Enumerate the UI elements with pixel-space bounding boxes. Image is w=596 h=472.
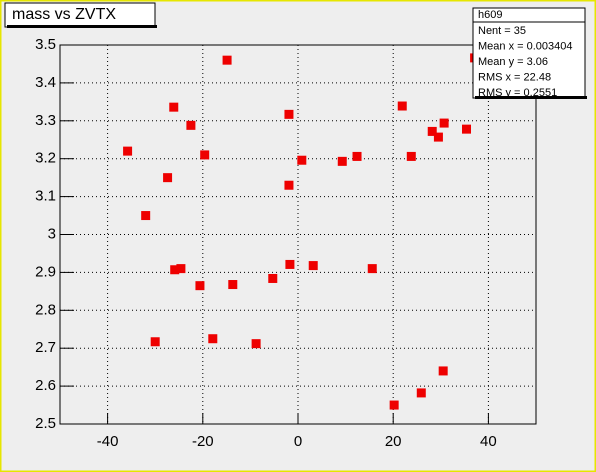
x-tick-label: 20	[385, 433, 402, 450]
point	[285, 259, 295, 269]
point	[367, 264, 377, 274]
point	[170, 265, 180, 275]
point	[251, 339, 261, 349]
point	[427, 126, 437, 136]
x-tick-label: -40	[97, 433, 119, 450]
point	[200, 150, 210, 160]
y-tick-label: 3.3	[35, 112, 56, 129]
y-tick-label: 3.2	[35, 150, 56, 167]
point	[163, 173, 173, 183]
point	[195, 281, 205, 291]
y-tick-label: 3.5	[35, 36, 56, 53]
point	[462, 124, 472, 134]
stats-line: Mean y = 3.06	[478, 56, 548, 68]
point	[222, 55, 232, 65]
point	[438, 366, 448, 376]
y-tick-label: 3.4	[35, 74, 56, 91]
point	[439, 118, 449, 128]
point	[406, 151, 416, 161]
title-shadow	[7, 25, 157, 28]
point	[416, 388, 426, 398]
y-tick-label: 2.5	[35, 415, 56, 432]
y-tick-label: 2.6	[35, 377, 56, 394]
x-tick-label: -20	[192, 433, 214, 450]
chart-title: mass vs ZVTX	[12, 6, 116, 23]
point	[268, 273, 278, 283]
point	[208, 334, 218, 344]
point	[150, 337, 160, 347]
point	[169, 102, 179, 112]
x-tick-label: 40	[480, 433, 497, 450]
point	[297, 155, 307, 165]
point	[141, 211, 151, 221]
stats-line: RMS x = 22.48	[478, 71, 551, 83]
point	[228, 280, 238, 290]
y-tick-label: 2.7	[35, 339, 56, 356]
point	[284, 109, 294, 119]
stats-line: Nent = 35	[478, 25, 526, 37]
stats-name: h609	[478, 9, 502, 21]
point	[397, 101, 407, 111]
y-tick-label: 3.1	[35, 188, 56, 205]
stats-line: RMS y = 0.2551	[478, 87, 557, 99]
point	[176, 264, 186, 274]
x-tick-label: 0	[294, 433, 302, 450]
point	[308, 261, 318, 271]
stats-box	[472, 7, 586, 99]
point	[389, 400, 399, 410]
point	[284, 180, 294, 190]
title-box	[4, 2, 156, 28]
y-tick-label: 3	[48, 225, 56, 242]
stats-shadow	[475, 96, 587, 99]
stats-line: Mean x = 0.003404	[478, 40, 573, 52]
point	[123, 146, 133, 156]
point	[337, 156, 347, 166]
y-tick-label: 2.8	[35, 301, 56, 318]
plot-area	[60, 44, 536, 425]
point	[186, 120, 196, 130]
point	[352, 151, 362, 161]
y-tick-label: 2.9	[35, 263, 56, 280]
point	[433, 132, 443, 142]
